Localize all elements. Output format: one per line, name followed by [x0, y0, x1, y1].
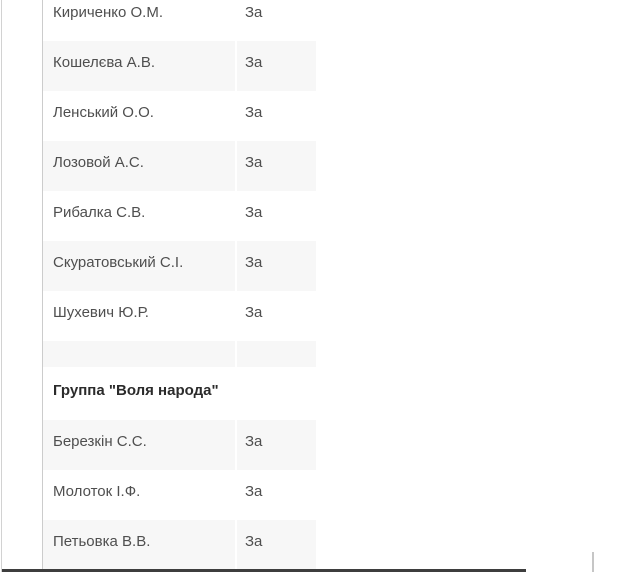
vote-value: За: [237, 520, 316, 569]
table-row: Ленський О.О. За: [43, 91, 316, 141]
page-left-border: [1, 0, 2, 572]
footer-bar: [2, 569, 526, 572]
vote-value: За: [237, 420, 316, 470]
vote-value: За: [245, 204, 263, 221]
member-name: Скуратовський С.І.: [43, 241, 235, 291]
member-name: Кошелєва А.В.: [43, 41, 235, 91]
vote-value: За: [245, 4, 263, 21]
member-name: Рибалка С.В.: [53, 204, 146, 221]
member-name: Молоток І.Ф.: [53, 483, 141, 500]
member-name: Шухевич Ю.Р.: [53, 304, 149, 321]
vote-value: За: [245, 104, 263, 121]
member-name: Лозовой А.С.: [43, 141, 235, 191]
table-row: Молоток І.Ф. За: [43, 470, 316, 520]
table-left-border: [42, 0, 43, 569]
table-row: Кириченко О.М. За: [43, 0, 316, 41]
member-name: Березкін С.С.: [43, 420, 235, 470]
spacer-cell: [237, 341, 316, 367]
table-row: Лозовой А.С. За: [43, 141, 316, 191]
member-name: Петьовка В.В.: [43, 520, 235, 569]
vote-value: За: [237, 241, 316, 291]
table-row: Петьовка В.В. За: [43, 520, 316, 569]
vote-value: За: [245, 483, 263, 500]
member-name: Ленський О.О.: [53, 104, 154, 121]
vote-value: За: [237, 141, 316, 191]
right-edge-line: [592, 552, 594, 572]
table-row: Шухевич Ю.Р. За: [43, 291, 316, 341]
vote-value: За: [237, 41, 316, 91]
spacer-cell: [43, 341, 235, 367]
table-row: Рибалка С.В. За: [43, 191, 316, 241]
spacer-row: [43, 341, 316, 367]
member-name: Кириченко О.М.: [53, 4, 164, 21]
table-row: Кошелєва А.В. За: [43, 41, 316, 91]
vote-value: За: [245, 304, 263, 321]
group-header: Группа "Воля народа": [53, 382, 219, 399]
vote-results-table: Кириченко О.М. За Кошелєва А.В. За Ленсь…: [43, 0, 316, 569]
table-row: Скуратовський С.І. За: [43, 241, 316, 291]
table-row: Березкін С.С. За: [43, 420, 316, 470]
